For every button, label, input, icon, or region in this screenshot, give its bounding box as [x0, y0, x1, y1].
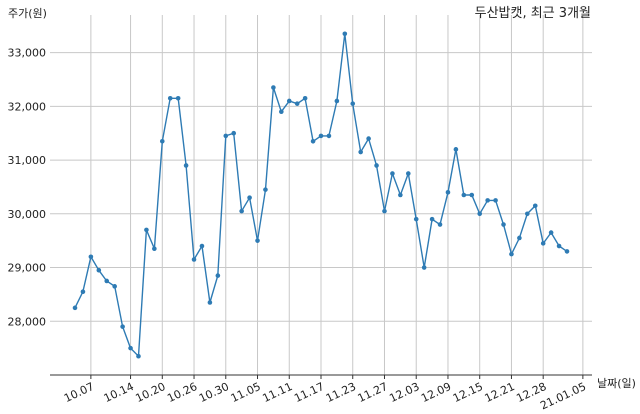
data-point	[382, 208, 387, 214]
y-axis-title: 주가(원)	[8, 7, 47, 20]
data-point	[152, 246, 157, 252]
y-tick-labels: 28,000 29,000 30,000 31,000 32,000 33,000	[8, 47, 47, 329]
data-point	[80, 289, 86, 295]
data-point	[469, 192, 475, 198]
data-point	[175, 95, 181, 101]
grid	[50, 15, 592, 379]
data-point	[215, 273, 221, 278]
data-point	[231, 130, 237, 136]
data-point	[183, 163, 189, 168]
data-point	[271, 85, 276, 90]
data-point	[556, 243, 562, 249]
data-point	[144, 227, 149, 233]
x-axis-title: 날짜(일)	[597, 376, 636, 390]
data-point	[239, 208, 244, 214]
y-tick-label: 31,000	[8, 154, 47, 167]
y-tick-label: 30,000	[8, 208, 47, 221]
y-tick-label: 28,000	[8, 315, 47, 328]
data-point	[302, 95, 308, 101]
data-point	[390, 171, 395, 176]
x-tick-label: 11.23	[324, 380, 358, 405]
x-tick-labels: 10.07 10.1410.2010.2610.3011.0511.1111.17…	[62, 380, 588, 412]
data-point	[405, 171, 411, 176]
data-point	[461, 192, 467, 198]
data-point	[310, 138, 316, 144]
data-point	[255, 238, 260, 243]
x-tick-label: 10.07	[62, 380, 96, 405]
data-point	[136, 353, 141, 359]
x-tick-label: 11.27	[356, 380, 390, 405]
x-tick-label: 12.09	[419, 380, 453, 405]
data-point	[493, 198, 498, 203]
data-point	[207, 300, 213, 305]
data-point	[342, 31, 348, 37]
data-point	[159, 138, 165, 144]
data-point	[334, 98, 340, 104]
data-point	[548, 230, 554, 235]
data-point	[286, 98, 292, 104]
data-point	[128, 345, 133, 351]
data-point	[445, 190, 451, 195]
x-tick-label: 12.15	[451, 380, 485, 405]
x-tick-label: 12.03	[387, 380, 421, 405]
data-point	[167, 95, 173, 101]
data-point	[199, 243, 205, 249]
data-point	[525, 211, 530, 217]
data-point	[247, 195, 252, 200]
y-tick-label: 29,000	[8, 262, 47, 275]
data-point	[501, 222, 506, 227]
x-tick-label: 10.30	[197, 380, 231, 405]
data-point	[350, 101, 356, 106]
data-point	[326, 133, 332, 139]
data-point	[429, 216, 435, 222]
data-point	[437, 222, 443, 227]
data-point	[294, 101, 300, 106]
x-tick-label: 11.17	[292, 380, 326, 405]
data-point	[374, 163, 379, 168]
data-point	[517, 235, 522, 241]
data-point	[96, 267, 102, 273]
data-point	[509, 251, 514, 257]
data-point	[120, 324, 125, 329]
chart-title: 두산밥캣, 최근 3개월	[475, 6, 591, 21]
x-tick-label: 10.20	[134, 380, 168, 405]
data-point	[72, 305, 78, 311]
data-point	[358, 149, 363, 155]
data-point	[223, 133, 229, 139]
data-point	[263, 187, 268, 192]
data-point	[191, 257, 197, 262]
data-point	[366, 136, 371, 141]
data-point	[112, 284, 117, 289]
data-point	[279, 109, 284, 115]
data-point	[398, 192, 403, 198]
x-tick-label: 10.14	[102, 380, 136, 405]
data-point	[88, 254, 94, 260]
data-point	[485, 198, 490, 203]
data-point	[104, 278, 110, 284]
data-point	[540, 241, 546, 246]
series	[72, 31, 570, 359]
y-tick-label: 32,000	[8, 100, 47, 113]
data-point	[564, 249, 570, 254]
data-point	[318, 133, 324, 139]
data-point	[421, 265, 427, 270]
data-point	[477, 211, 483, 217]
data-point	[453, 147, 459, 152]
x-tick-label: 12.21	[483, 380, 517, 405]
x-tick-label: 10.26	[165, 380, 199, 405]
data-point	[532, 203, 538, 209]
x-tick-label: 11.11	[260, 380, 294, 405]
y-tick-label: 33,000	[8, 47, 47, 60]
x-tick-label: 11.05	[229, 380, 263, 405]
data-point	[413, 216, 419, 222]
x-tick-label: 21.01.05	[538, 380, 588, 412]
